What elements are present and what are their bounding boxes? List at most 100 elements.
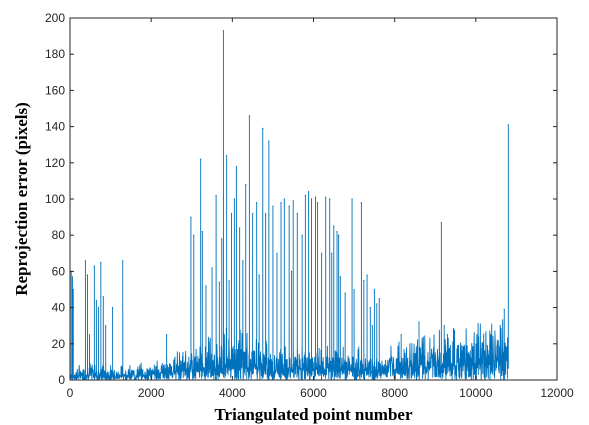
spike-point <box>211 267 213 269</box>
spike-point <box>201 230 203 233</box>
spike-point <box>376 303 378 305</box>
x-tick-label: 2000 <box>138 386 165 400</box>
spike-point <box>86 274 89 276</box>
spike-point <box>165 334 168 336</box>
spike-point <box>97 307 100 309</box>
spike-point <box>440 221 442 224</box>
spike-point <box>290 270 293 272</box>
spike-point <box>95 299 97 301</box>
spike-point <box>378 297 380 300</box>
spike-point <box>272 205 274 207</box>
y-tick-label: 180 <box>45 47 65 61</box>
spike-point <box>338 234 340 236</box>
spike-point <box>258 274 260 276</box>
spike-point <box>228 279 230 282</box>
spike-point <box>304 194 306 196</box>
spike-point <box>248 115 250 117</box>
x-tick-label: 0 <box>67 386 74 400</box>
spike-point <box>310 198 313 200</box>
x-tick-label: 8000 <box>381 386 408 400</box>
spike-point <box>333 225 335 227</box>
y-tick-label: 80 <box>52 228 66 242</box>
spike-point <box>301 234 303 236</box>
y-tick-label: 200 <box>45 11 65 25</box>
spike-point <box>122 259 124 262</box>
spike-point <box>371 325 373 327</box>
spike-point <box>503 308 505 311</box>
spike-point <box>329 198 331 200</box>
x-axis-ticks: 0 2000 4000 6000 8000 10000 12000 <box>67 18 574 400</box>
spike-point <box>336 230 338 233</box>
spike-point <box>242 259 244 262</box>
spike-point <box>443 325 445 327</box>
spike-point <box>265 212 267 215</box>
y-tick-label: 20 <box>52 337 66 351</box>
spike-point <box>363 279 365 282</box>
spike-point <box>485 334 487 336</box>
spike-point <box>446 334 449 336</box>
spike-point <box>245 183 247 186</box>
spike-point <box>353 288 355 291</box>
spike-point <box>71 276 74 278</box>
x-tick-label: 4000 <box>219 386 246 400</box>
spike-point <box>499 325 501 327</box>
spike-point <box>112 307 114 309</box>
spike-point <box>239 227 241 229</box>
spike-point <box>321 252 323 254</box>
spike-point <box>218 281 220 283</box>
spike-point <box>256 202 258 204</box>
spike-point <box>351 198 353 200</box>
spike-point <box>308 191 310 193</box>
spike-point <box>339 276 341 278</box>
y-tick-label: 60 <box>52 264 66 278</box>
spike-point <box>283 198 285 200</box>
spike-point <box>360 202 362 204</box>
spike-point <box>288 205 290 207</box>
spike-point <box>84 259 87 262</box>
spike-point <box>235 165 237 168</box>
spike-point <box>325 196 327 198</box>
spike-point <box>200 158 202 160</box>
spike-point <box>344 292 346 294</box>
y-tick-label: 100 <box>45 192 65 206</box>
spike-point <box>102 296 104 298</box>
y-tick-label: 160 <box>45 83 65 97</box>
spike-point <box>193 234 195 236</box>
spike-point <box>72 288 74 291</box>
y-tick-label: 40 <box>52 301 66 315</box>
spike-point <box>507 124 509 126</box>
spike-point <box>190 216 192 218</box>
spike-point <box>215 194 217 196</box>
spike-point <box>331 252 333 254</box>
spike-point <box>252 212 254 215</box>
spike-point <box>222 30 225 32</box>
spike-point <box>292 200 294 202</box>
spike-point <box>280 202 282 204</box>
series-line-group <box>69 30 509 381</box>
spike-point <box>100 261 102 263</box>
spike-point <box>276 252 278 254</box>
spike-point <box>230 212 233 215</box>
spike-point <box>316 202 319 204</box>
spike-point <box>418 321 420 323</box>
x-axis-title: Triangulated point number <box>214 405 413 424</box>
spike-point <box>205 285 207 287</box>
spike-point <box>296 212 298 215</box>
spike-point <box>314 196 317 198</box>
spike-point <box>400 334 402 336</box>
spike-point <box>369 307 371 309</box>
spike-point <box>226 154 228 157</box>
x-tick-label: 12000 <box>540 386 574 400</box>
y-tick-label: 0 <box>58 373 65 387</box>
y-tick-label: 140 <box>45 120 65 134</box>
series-line <box>69 30 509 381</box>
spike-point <box>105 325 107 327</box>
spike-point <box>366 274 368 276</box>
x-tick-label: 10000 <box>459 386 493 400</box>
spike-point <box>471 343 473 345</box>
plot-area <box>70 18 557 380</box>
spike-point <box>268 140 270 142</box>
spike-point <box>262 127 264 130</box>
spike-point <box>373 288 375 291</box>
